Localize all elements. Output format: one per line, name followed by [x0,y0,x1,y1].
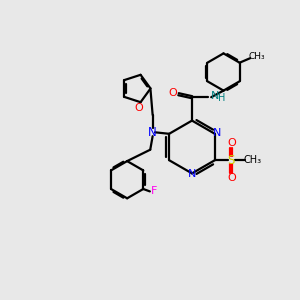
Text: O: O [227,173,236,183]
Text: O: O [135,103,143,112]
Text: N: N [213,128,221,138]
Text: S: S [228,154,235,167]
Text: O: O [169,88,178,98]
Text: O: O [227,137,236,148]
Text: F: F [151,186,158,197]
Text: H: H [218,93,226,103]
Text: N: N [188,169,196,179]
Text: N: N [211,91,220,101]
Text: CH₃: CH₃ [243,155,261,165]
Text: CH₃: CH₃ [248,52,265,61]
Text: N: N [148,126,157,139]
